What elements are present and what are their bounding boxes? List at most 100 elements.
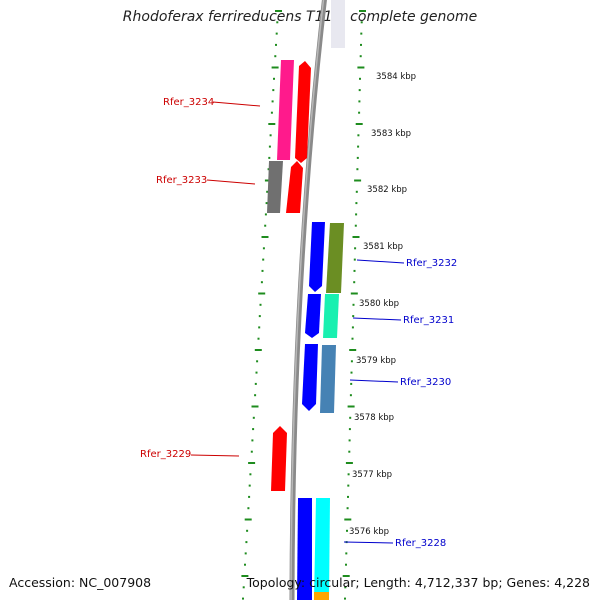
kbp-label: 3580 kbp <box>359 299 399 309</box>
tick-mark <box>261 269 264 272</box>
gene-label-rfer3231[interactable]: Rfer_3231 <box>403 315 454 326</box>
kbp-label: 3582 kbp <box>367 185 407 195</box>
gene-feature-top-partial[interactable] <box>331 0 345 48</box>
tick-mark <box>357 134 360 137</box>
tick-mark <box>358 100 361 103</box>
tick-mark <box>349 416 352 419</box>
tick-mark <box>350 292 358 295</box>
tick-mark <box>354 224 357 227</box>
tick-mark <box>344 597 346 600</box>
tick-mark <box>347 405 355 408</box>
gene-label-rfer3228[interactable]: Rfer_3228 <box>395 538 446 549</box>
tick-mark <box>264 213 267 216</box>
tick-mark <box>241 575 249 577</box>
tick-mark <box>355 202 358 205</box>
tick-mark <box>346 529 348 532</box>
tick-mark <box>352 236 360 238</box>
tick-mark <box>344 586 347 589</box>
tick-mark <box>349 394 352 397</box>
tick-mark <box>347 495 349 498</box>
gene-feature-rfer3229[interactable] <box>271 426 287 491</box>
tick-mark <box>359 10 366 12</box>
tick-mark <box>262 258 265 261</box>
gene-label-rfer3233[interactable]: Rfer_3233 <box>156 175 207 186</box>
tick-mark <box>357 66 365 69</box>
leader-line <box>343 541 394 544</box>
leader-line <box>206 179 256 185</box>
tick-mark <box>258 292 266 295</box>
tick-mark <box>268 156 271 159</box>
gene-feature-bottom-partial[interactable] <box>314 592 329 600</box>
gene-feature-rfer3232[interactable] <box>309 222 325 292</box>
tick-mark <box>268 123 276 125</box>
tick-mark <box>257 337 260 340</box>
tick-mark <box>248 462 256 464</box>
tick-mark <box>359 55 362 58</box>
tick-mark <box>258 326 261 329</box>
tick-mark <box>254 382 257 385</box>
tick-mark <box>276 21 279 24</box>
kbp-tick-labels: 3584 kbp 3583 kbp 3582 kbp 3581 kbp 3580… <box>349 72 416 537</box>
tick-mark <box>272 89 275 92</box>
gene-feature-rfer3231[interactable] <box>305 294 321 338</box>
tick-mark <box>273 77 275 80</box>
tick-mark <box>357 145 360 148</box>
gene-label-rfer3232[interactable]: Rfer_3232 <box>406 258 457 269</box>
gene-feature-rfer3230-cog[interactable] <box>320 345 336 413</box>
genome-backbone <box>289 0 327 600</box>
tick-mark <box>348 450 351 453</box>
tick-mark <box>275 32 278 35</box>
tick-mark <box>355 123 363 125</box>
topology-text: Topology: circular; Length: 4,712,337 bp… <box>246 575 590 590</box>
tick-mark <box>274 55 277 58</box>
tick-mark <box>351 337 354 340</box>
tick-mark <box>352 315 355 318</box>
tick-mark <box>266 190 269 193</box>
tick-mark <box>247 507 250 510</box>
tick-mark <box>259 303 262 306</box>
tick-mark <box>348 428 351 431</box>
tick-mark <box>350 371 353 374</box>
tick-mark <box>248 484 251 487</box>
tick-mark <box>355 213 358 216</box>
gene-feature-rfer3233[interactable] <box>286 161 303 213</box>
tick-mark <box>353 281 356 284</box>
gene-feature-rfer3228-cog[interactable] <box>314 498 330 600</box>
tick-mark <box>345 462 353 464</box>
gene-feature-rfer3228[interactable] <box>297 498 312 600</box>
leader-line <box>352 317 402 321</box>
gene-feature-rfer3230[interactable] <box>302 344 318 411</box>
tick-mark <box>254 394 257 397</box>
gene-feature-rfer3233-cog[interactable] <box>267 161 283 213</box>
gene-feature-rfer3234-cog[interactable] <box>277 60 294 160</box>
tick-mark <box>350 382 353 385</box>
tick-mark <box>346 507 349 510</box>
kbp-label: 3584 kbp <box>376 72 416 82</box>
tick-mark <box>356 156 359 159</box>
gene-labels: Rfer_3234 Rfer_3233 Rfer_3232 Rfer_3231 … <box>140 97 457 549</box>
tick-mark <box>244 552 247 555</box>
tick-mark <box>352 303 355 306</box>
tick-mark <box>262 247 265 250</box>
tick-mark <box>244 563 246 566</box>
gene-feature-rfer3232-cog[interactable] <box>326 223 344 293</box>
gene-label-rfer3234[interactable]: Rfer_3234 <box>163 97 214 108</box>
tick-mark <box>360 43 362 46</box>
tick-mark <box>270 111 273 114</box>
gene-feature-rfer3231-cog[interactable] <box>323 294 339 338</box>
tick-mark <box>250 450 253 453</box>
accession-text: Accession: NC_007908 <box>9 575 152 590</box>
kbp-label: 3581 kbp <box>363 242 403 252</box>
gene-label-rfer3230[interactable]: Rfer_3230 <box>400 377 451 388</box>
gene-feature-rfer3234[interactable] <box>295 61 311 163</box>
tick-mark <box>267 168 270 171</box>
tick-mark <box>345 552 348 555</box>
tick-mark <box>248 495 251 498</box>
kbp-label: 3579 kbp <box>356 356 396 366</box>
tick-mark <box>356 168 359 171</box>
tick-mark <box>351 326 354 329</box>
tick-mark <box>349 349 357 351</box>
gene-label-rfer3229[interactable]: Rfer_3229 <box>140 449 191 460</box>
tick-mark <box>249 473 252 476</box>
